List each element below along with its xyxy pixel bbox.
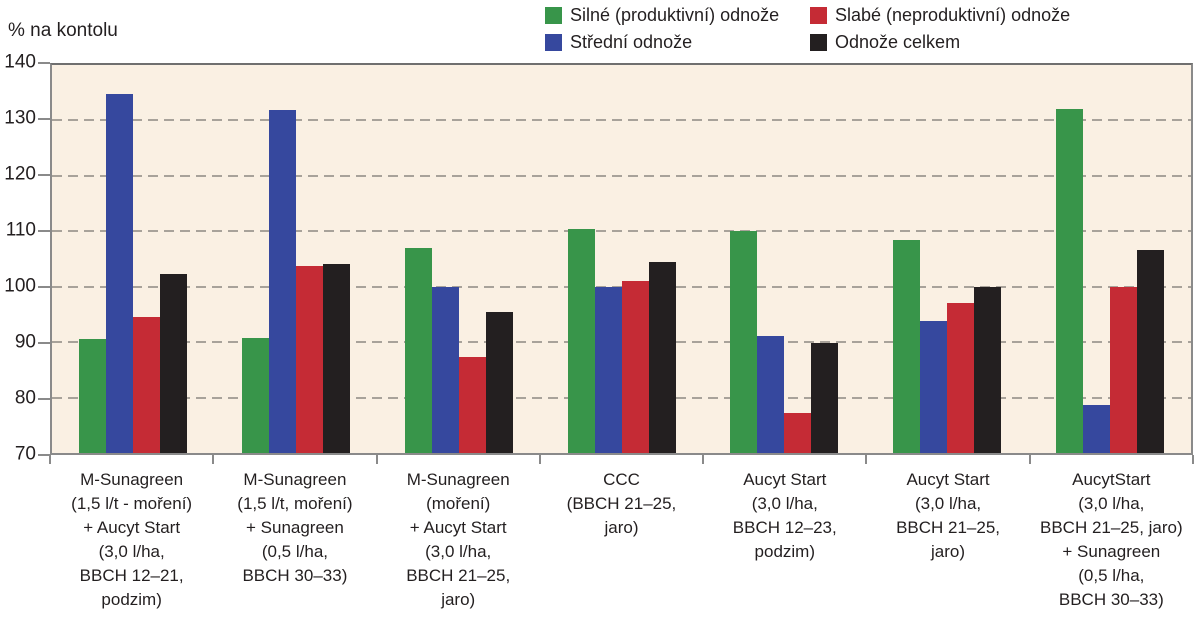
bar <box>1082 404 1110 453</box>
y-tick-label: 120 <box>4 163 36 185</box>
x-axis-labels: M-Sunagreen (1,5 l/t - moření) + Aucyt S… <box>50 468 1193 612</box>
bar <box>106 93 134 453</box>
y-tick-mark <box>38 286 50 288</box>
y-axis-title: % na kontolu <box>8 20 118 41</box>
bar <box>323 264 351 453</box>
legend-item: Slabé (neproduktivní) odnože <box>810 4 1070 27</box>
x-tick-mark <box>865 455 868 464</box>
bar <box>892 239 920 453</box>
y-tick-mark <box>38 174 50 176</box>
bar-group <box>866 65 1029 453</box>
bar <box>296 265 324 453</box>
bar <box>79 339 107 453</box>
y-tick-labels: 70 80 90 100 110 120 130 140 <box>0 52 36 465</box>
bar <box>946 303 974 453</box>
x-axis-category-label: Aucyt Start (3,0 l/ha, BBCH 12–23, podzi… <box>732 470 837 561</box>
legend-item: Silné (produktivní) odnože <box>545 4 810 27</box>
bar-group <box>52 65 215 453</box>
y-tick-mark <box>38 118 50 120</box>
legend-item: Odnože celkem <box>810 31 1070 54</box>
legend: Silné (produktivní) odnože Slabé (neprodu… <box>545 4 1070 54</box>
x-axis-category-label: M-Sunagreen (moření) + Aucyt Start (3,0 … <box>406 470 511 609</box>
legend-item: Střední odnože <box>545 31 810 54</box>
bar <box>431 286 459 453</box>
gridline <box>52 119 1191 122</box>
gridline <box>52 230 1191 233</box>
legend-swatch-icon <box>810 34 827 51</box>
bar <box>1109 286 1137 453</box>
bar-group <box>1028 65 1191 453</box>
bar <box>567 228 595 453</box>
y-tick-label: 90 <box>14 331 36 353</box>
bar <box>784 413 812 453</box>
gridline <box>52 174 1191 177</box>
x-tick-mark <box>702 455 705 464</box>
legend-label: Střední odnože <box>570 32 693 52</box>
bar <box>242 338 270 453</box>
bar <box>621 281 649 453</box>
y-tick-marks <box>38 62 50 456</box>
x-axis-category-label: M-Sunagreen (1,5 l/t, moření) + Sunagree… <box>237 470 353 585</box>
bar <box>1055 109 1083 453</box>
bar <box>404 247 432 453</box>
bar-group <box>377 65 540 453</box>
plot-area <box>50 63 1193 455</box>
bar-group <box>703 65 866 453</box>
bar <box>133 317 161 453</box>
legend-swatch-icon <box>810 7 827 24</box>
y-tick-label: 70 <box>14 443 36 465</box>
legend-label: Slabé (neproduktivní) odnože <box>835 5 1071 25</box>
x-axis-category-label: M-Sunagreen (1,5 l/t - moření) + Aucyt S… <box>71 470 193 609</box>
x-axis-category-label: AucytStart (3,0 l/ha, BBCH 21–25, jaro) … <box>1039 470 1183 609</box>
bar <box>458 357 486 453</box>
x-axis-category-label: Aucyt Start (3,0 l/ha, BBCH 21–25, jaro) <box>896 470 1001 561</box>
legend-swatch-icon <box>545 34 562 51</box>
bar <box>160 273 188 453</box>
x-tick-mark <box>1192 455 1194 464</box>
x-tick-mark <box>538 455 541 464</box>
bar <box>811 342 839 453</box>
bar <box>485 311 513 453</box>
legend-swatch-icon <box>545 7 562 24</box>
x-tick-mark <box>375 455 378 464</box>
bar-group <box>215 65 378 453</box>
y-tick-mark <box>38 62 50 64</box>
bar <box>919 321 947 453</box>
x-axis-category-label: CCC (BBCH 21–25, jaro) <box>566 470 677 537</box>
gridline <box>52 285 1191 288</box>
bar <box>730 231 758 453</box>
y-tick-mark <box>38 230 50 232</box>
x-tick-mark <box>212 455 215 464</box>
bar <box>1136 249 1164 453</box>
bar <box>973 287 1001 453</box>
legend-label: Odnože celkem <box>835 32 961 52</box>
bar <box>594 286 622 453</box>
x-tick-mark <box>49 455 51 464</box>
x-tick-marks <box>49 455 1194 464</box>
y-tick-label: 110 <box>5 219 36 241</box>
bar-groups <box>52 65 1191 453</box>
x-tick-mark <box>1028 455 1031 464</box>
y-tick-label: 130 <box>4 107 36 129</box>
bar <box>648 261 676 453</box>
y-tick-label: 140 <box>4 51 36 73</box>
bar <box>757 335 785 453</box>
y-tick-mark <box>38 454 50 456</box>
bar-group <box>540 65 703 453</box>
y-tick-label: 80 <box>14 387 36 409</box>
bar <box>269 110 297 453</box>
legend-label: Silné (produktivní) odnože <box>570 5 780 25</box>
y-tick-mark <box>38 342 50 344</box>
y-tick-mark <box>38 398 50 400</box>
y-tick-label: 100 <box>4 275 36 297</box>
